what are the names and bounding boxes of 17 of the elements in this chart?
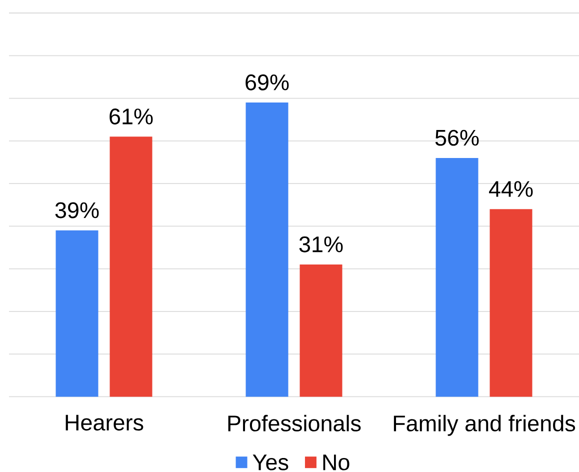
x-tick-label: Family and friends bbox=[394, 414, 576, 436]
data-label: 39% bbox=[55, 202, 99, 218]
bar bbox=[56, 230, 98, 397]
x-tick-label: Professionals bbox=[228, 414, 361, 432]
data-label: 61% bbox=[110, 108, 153, 124]
legend-label: No bbox=[323, 454, 350, 470]
data-label: 69% bbox=[246, 74, 289, 90]
bar bbox=[246, 102, 288, 397]
data-label: 44% bbox=[489, 181, 533, 197]
bar bbox=[436, 158, 478, 397]
data-label: 56% bbox=[435, 130, 479, 146]
bar bbox=[110, 136, 152, 397]
data-label: 31% bbox=[299, 236, 343, 252]
legend-label: Yes bbox=[252, 454, 288, 470]
bar bbox=[300, 264, 342, 397]
bar bbox=[490, 209, 532, 397]
x-tick-label: Hearers bbox=[66, 414, 144, 431]
